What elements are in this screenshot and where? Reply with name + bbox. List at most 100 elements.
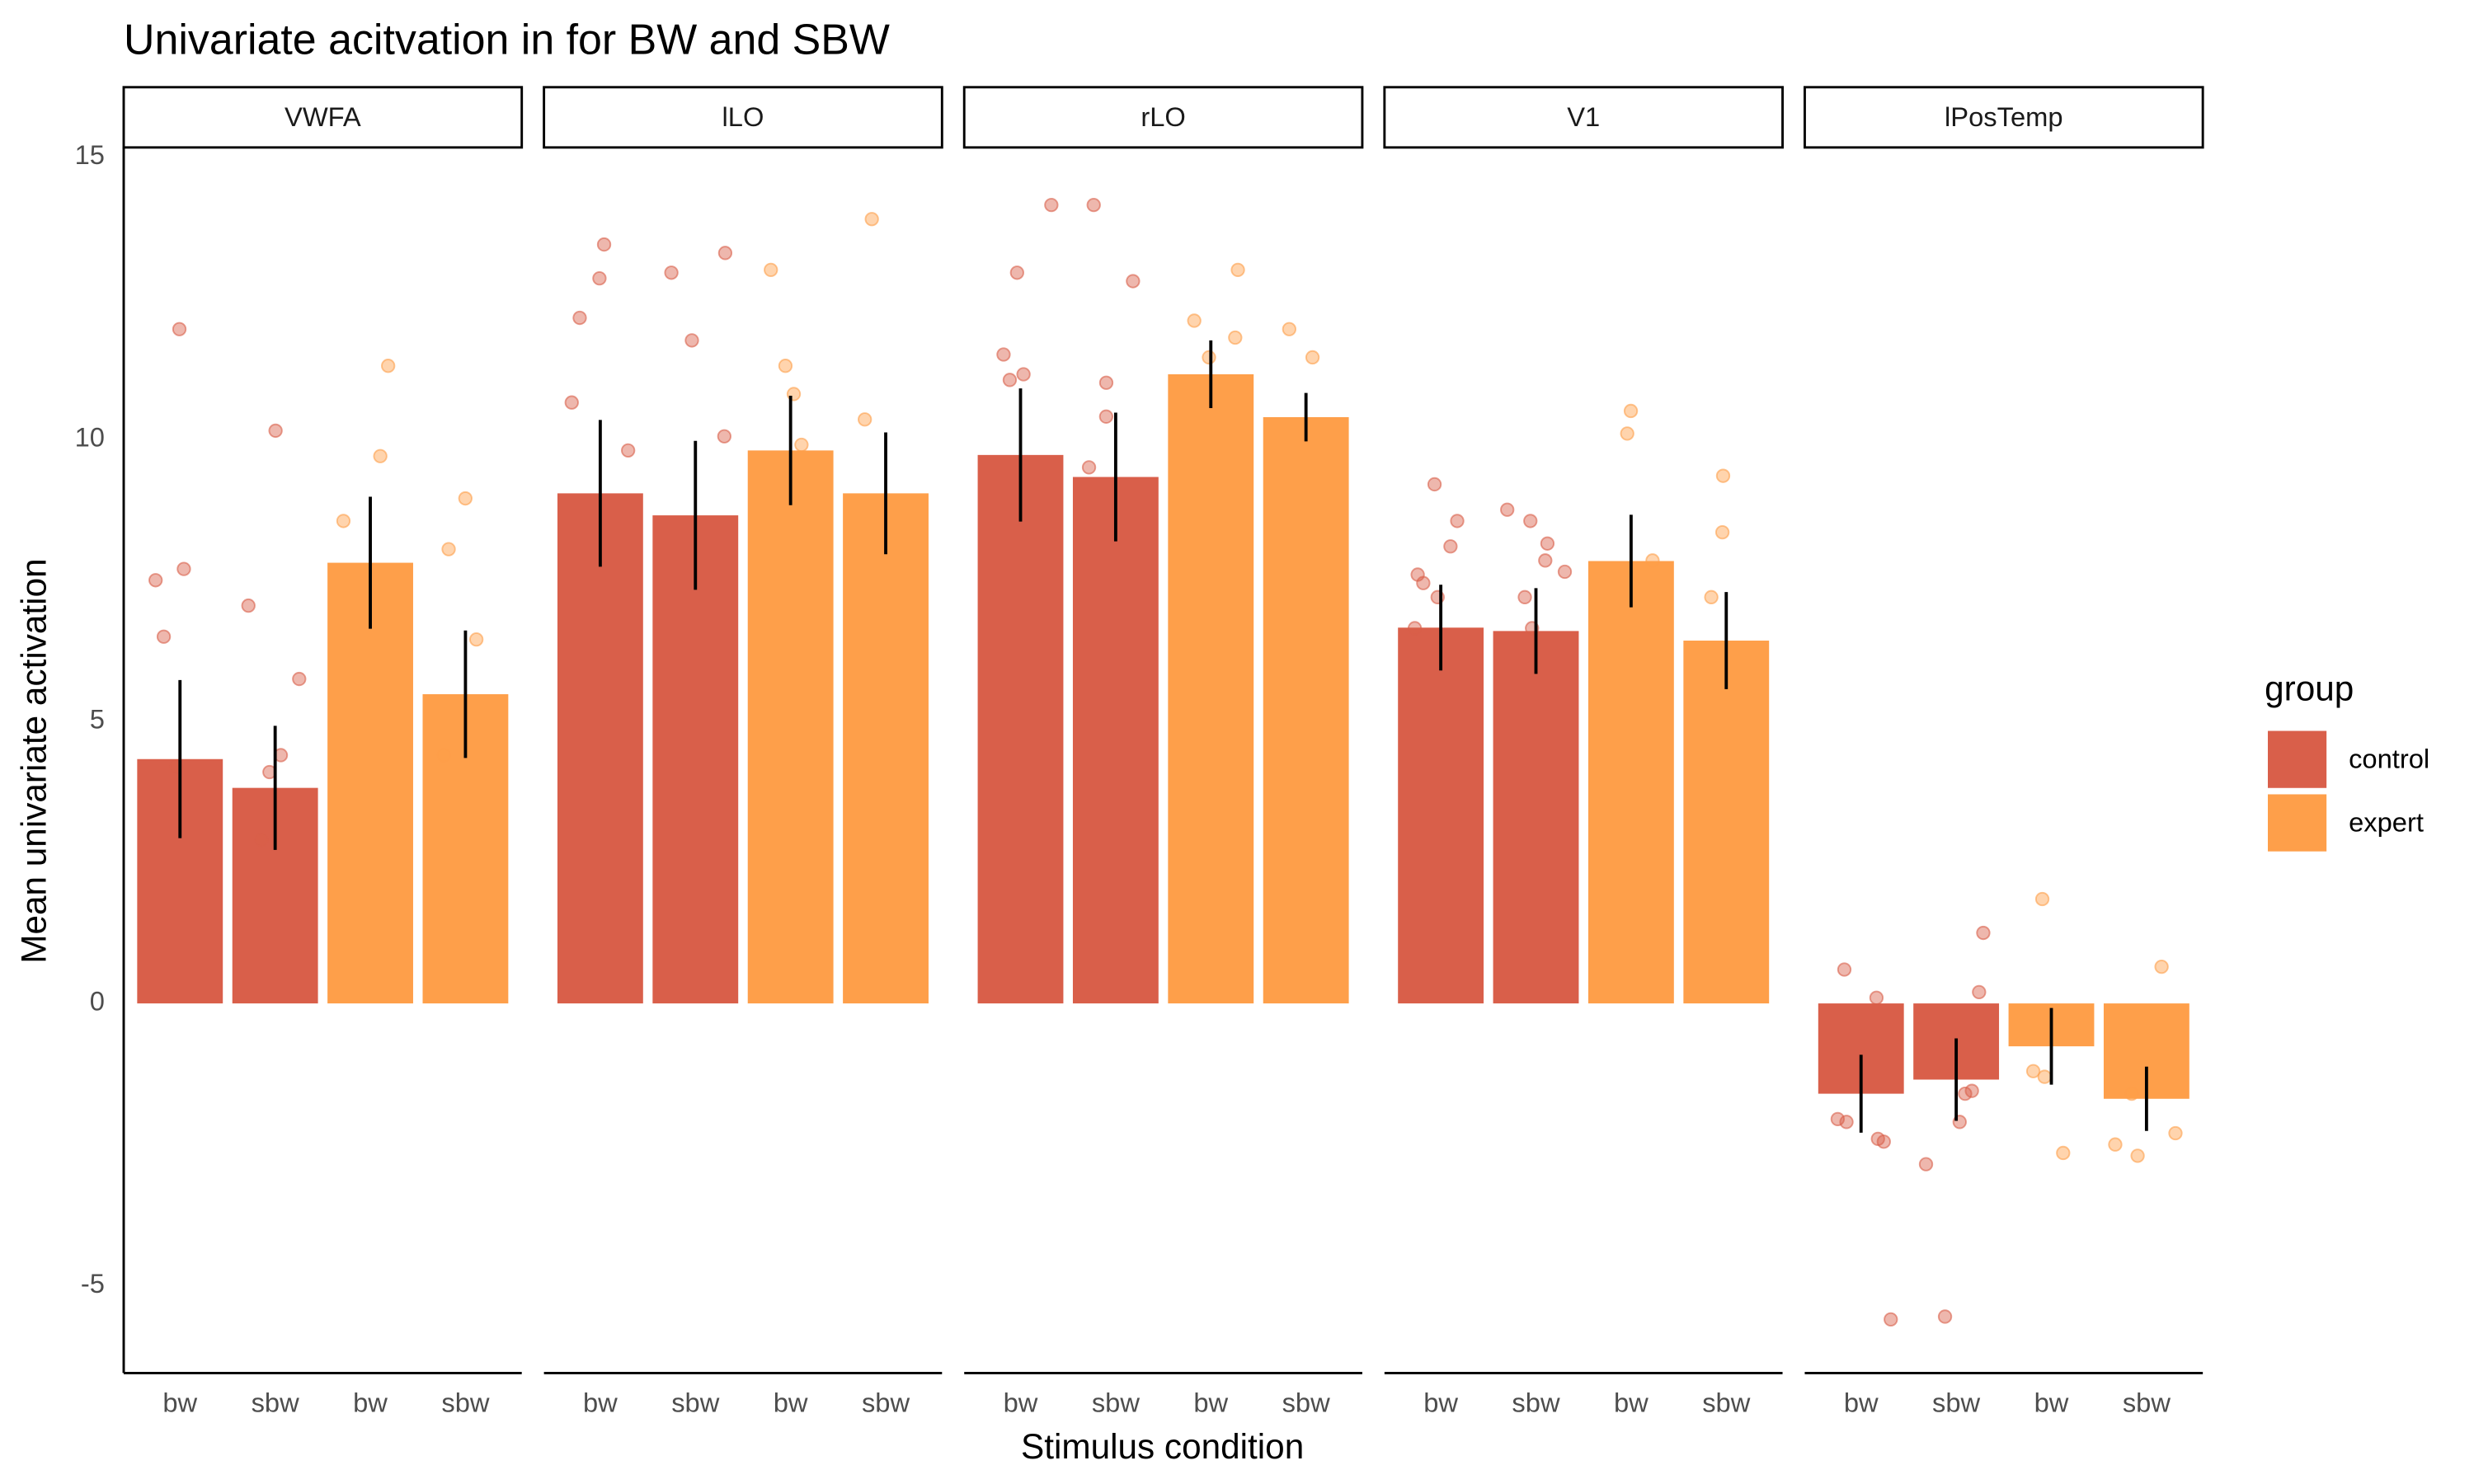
bar [1072, 477, 1159, 1004]
data-point [1884, 1312, 1898, 1327]
y-tick-label: 0 [90, 986, 105, 1017]
x-tick-label: bw [1614, 1387, 1649, 1417]
data-point [1523, 514, 1538, 528]
data-point [1538, 553, 1553, 568]
data-point [1704, 589, 1719, 604]
data-point [336, 514, 351, 528]
data-point [436, 748, 451, 763]
y-tick-label: 15 [75, 139, 105, 170]
x-tick-label: bw [774, 1387, 808, 1417]
data-point [1869, 990, 1884, 1005]
legend-title: group [2265, 669, 2354, 708]
legend-label: expert [2349, 807, 2424, 838]
x-axis-title: Stimulus condition [1021, 1427, 1304, 1466]
data-point [1228, 330, 1243, 345]
data-point [292, 671, 307, 687]
data-point [1645, 553, 1660, 568]
data-point [1937, 1309, 1953, 1324]
bar [1587, 561, 1674, 1004]
legend-label: control [2349, 744, 2429, 774]
legend-swatch [2268, 794, 2327, 852]
data-point [1044, 198, 1059, 213]
bar [843, 493, 929, 1004]
data-point [794, 437, 809, 453]
data-point [2056, 1145, 2071, 1161]
data-point [2034, 891, 2050, 907]
data-point [717, 429, 731, 444]
data-point [268, 423, 283, 439]
data-point [1443, 539, 1458, 554]
x-tick-label: sbw [1512, 1387, 1560, 1417]
data-point [176, 561, 191, 576]
strip-box [122, 86, 524, 149]
data-point [1009, 265, 1024, 280]
x-tick-label: bw [583, 1387, 618, 1417]
data-point [1282, 322, 1297, 336]
y-tick-label: -5 [81, 1268, 105, 1298]
x-tick-label: bw [2034, 1387, 2069, 1417]
strip-label: lLO [722, 101, 764, 132]
data-point [241, 598, 256, 613]
data-point [1450, 514, 1465, 528]
data-point [592, 270, 607, 286]
chart-title: Univariate acitvation in for BW and SBW [124, 16, 890, 63]
data-point [373, 448, 388, 463]
data-point [1187, 313, 1202, 328]
x-tick-label: sbw [441, 1387, 490, 1417]
data-point [254, 832, 269, 848]
bar [977, 454, 1064, 1004]
data-point [621, 443, 636, 458]
data-point [458, 491, 473, 506]
data-point [1517, 589, 1532, 604]
bar [327, 562, 413, 1004]
y-axis-title: Mean univariate activation [14, 558, 53, 963]
data-point [1715, 468, 1731, 483]
data-point [858, 412, 872, 427]
x-tick-label: sbw [252, 1387, 300, 1417]
data-point [1081, 460, 1097, 475]
data-point [1839, 1115, 1854, 1129]
bar [1263, 416, 1349, 1004]
x-tick-label: bw [1844, 1387, 1879, 1417]
y-tick-label: 5 [90, 704, 105, 735]
data-point [468, 632, 484, 647]
x-tick-label: sbw [1702, 1387, 1751, 1417]
data-point [1623, 403, 1639, 419]
data-point [2130, 1148, 2145, 1163]
x-tick-label: sbw [1282, 1387, 1331, 1417]
data-point [2154, 959, 2169, 974]
data-point [1918, 1157, 1934, 1172]
data-point [1098, 409, 1114, 424]
data-point [1098, 375, 1114, 390]
data-point [1557, 564, 1573, 580]
data-point [1230, 262, 1245, 278]
strip-box [1804, 86, 2204, 149]
data-point [596, 237, 612, 252]
data-point [1976, 925, 1991, 941]
data-point [1407, 621, 1423, 636]
x-tick-label: bw [1423, 1387, 1458, 1417]
bar [1683, 641, 1770, 1004]
data-point [996, 347, 1011, 362]
x-tick-label: sbw [1932, 1387, 1981, 1417]
data-point [172, 322, 187, 336]
data-point [1416, 575, 1431, 590]
data-point [1202, 350, 1216, 365]
x-tick-label: sbw [671, 1387, 720, 1417]
data-point [1016, 367, 1031, 382]
bar [652, 515, 739, 1004]
data-point [664, 265, 679, 280]
strip-label: V1 [1567, 101, 1600, 132]
data-point [1086, 198, 1101, 213]
data-point [684, 333, 699, 348]
strip-box [1383, 86, 1784, 149]
data-point [1714, 524, 1730, 540]
bar [557, 493, 643, 1004]
data-point [2108, 1137, 2123, 1152]
data-point [2124, 1086, 2139, 1101]
data-point [1427, 477, 1442, 492]
x-tick-label: sbw [1092, 1387, 1141, 1417]
data-point [2168, 1125, 2183, 1141]
bar [1168, 373, 1254, 1004]
